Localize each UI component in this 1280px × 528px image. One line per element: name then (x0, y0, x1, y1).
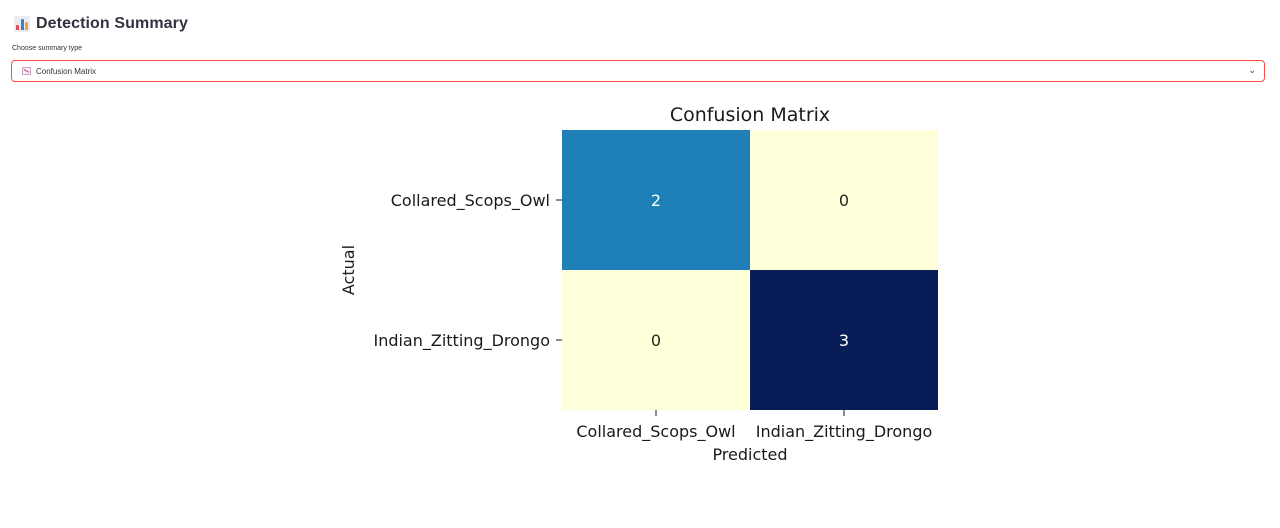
bar-chart-icon (14, 16, 30, 32)
heatmap-cell-value: 0 (651, 331, 661, 350)
heatmap-cell-value: 0 (839, 191, 849, 210)
x-tick-label: Indian_Zitting_Drongo (756, 422, 933, 442)
x-axis-label: Predicted (712, 445, 787, 464)
summary-type-selected-value: Confusion Matrix (36, 66, 97, 76)
heatmap-cell (562, 270, 750, 410)
page-header: Detection Summary (14, 12, 188, 36)
heatmap-cell (750, 130, 938, 270)
summary-type-select[interactable]: Confusion Matrix ⌄ (11, 60, 1265, 82)
x-tick-label: Collared_Scops_Owl (576, 422, 735, 442)
heatmap-cell-value: 3 (839, 331, 849, 350)
summary-type-label: Choose summary type (12, 45, 83, 52)
confusion-matrix-chart: Confusion Matrix 2 0 0 3 Collared_Scops_Owl… (330, 96, 950, 476)
y-tick-label: Collared_Scops_Owl (391, 191, 550, 211)
heatmap-cell (562, 130, 750, 270)
confusion-matrix-svg: Confusion Matrix 2 0 0 3 Collared_Scops_Owl… (339, 104, 938, 464)
y-tick-label: Indian_Zitting_Drongo (373, 331, 550, 351)
page-title: Detection Summary (36, 15, 188, 32)
chart-down-icon (22, 67, 31, 75)
chart-title: Confusion Matrix (670, 104, 830, 126)
chevron-down-icon[interactable]: ⌄ (1248, 66, 1256, 76)
heatmap-cell-value: 2 (651, 191, 661, 210)
y-axis-label: Actual (339, 245, 358, 295)
heatmap-cell (750, 270, 938, 410)
